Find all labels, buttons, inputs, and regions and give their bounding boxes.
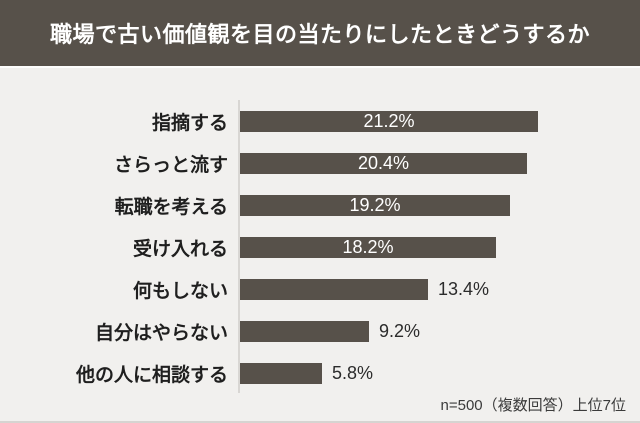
bar-track: 9.2% <box>240 321 420 342</box>
value-label: 5.8% <box>332 363 374 383</box>
bar-track: 19.2% <box>240 195 510 216</box>
chart-title-bar: 職場で古い価値観を目の当たりにしたときどうするか <box>0 0 640 68</box>
bar: 21.2% <box>240 111 538 132</box>
chart-title: 職場で古い価値観を目の当たりにしたときどうするか <box>49 22 590 47</box>
value-label: 9.2% <box>379 321 421 341</box>
bar-track: 18.2% <box>240 237 496 258</box>
category-label: 転職を考える <box>114 197 228 218</box>
bar <box>240 363 322 384</box>
bar-track: 21.2% <box>240 111 538 132</box>
bar-row: 何もしない 13.4% <box>0 279 640 302</box>
bar-track: 13.4% <box>240 279 489 300</box>
y-axis-line <box>238 100 240 393</box>
bar: 18.2% <box>240 237 496 258</box>
category-label: 自分はやらない <box>94 323 228 344</box>
category-label: 何もしない <box>132 281 228 302</box>
bar-row: 他の人に相談する 5.8% <box>0 363 640 386</box>
category-label: 指摘する <box>151 113 228 134</box>
value-label: 20.4% <box>357 153 410 173</box>
value-label: 21.2% <box>363 111 415 131</box>
value-label: 18.2% <box>342 237 394 257</box>
bar-row: さらっと流す 20.4% <box>0 153 640 176</box>
bar-row: 指摘する 21.2% <box>0 111 640 134</box>
bar-row: 自分はやらない 9.2% <box>0 321 640 344</box>
bar-rows: 指摘する 21.2% さらっと流す 20.4% 転職を考える 19.2% 受け入れる 18.2… <box>0 111 640 405</box>
value-label: 19.2% <box>349 195 401 215</box>
bar <box>240 279 428 300</box>
bar-track: 20.4% <box>240 153 527 174</box>
category-label: さらっと流す <box>113 155 228 176</box>
bar <box>240 321 369 342</box>
footnote: n=500（複数回答）上位7位 <box>440 397 626 414</box>
bar-row: 転職を考える 19.2% <box>0 195 640 218</box>
bar: 20.4% <box>240 153 527 174</box>
bar: 19.2% <box>240 195 510 216</box>
bar-track: 5.8% <box>240 363 373 384</box>
value-label: 13.4% <box>438 279 490 299</box>
category-label: 他の人に相談する <box>75 365 228 386</box>
category-label: 受け入れる <box>132 239 228 260</box>
bar-row: 受け入れる 18.2% <box>0 237 640 260</box>
